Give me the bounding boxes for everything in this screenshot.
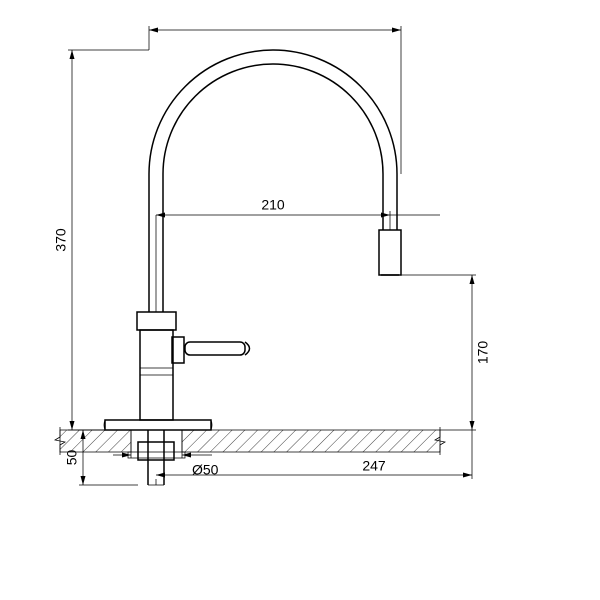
- dim-reach: 210: [261, 197, 285, 213]
- dim-shank-height: 50: [64, 450, 80, 466]
- dim-spout-drop: 170: [475, 341, 491, 365]
- dim-overall-width: 247: [362, 458, 386, 474]
- dim-overall-height: 370: [53, 228, 69, 252]
- dim-hole-diameter: Ø50: [192, 462, 219, 478]
